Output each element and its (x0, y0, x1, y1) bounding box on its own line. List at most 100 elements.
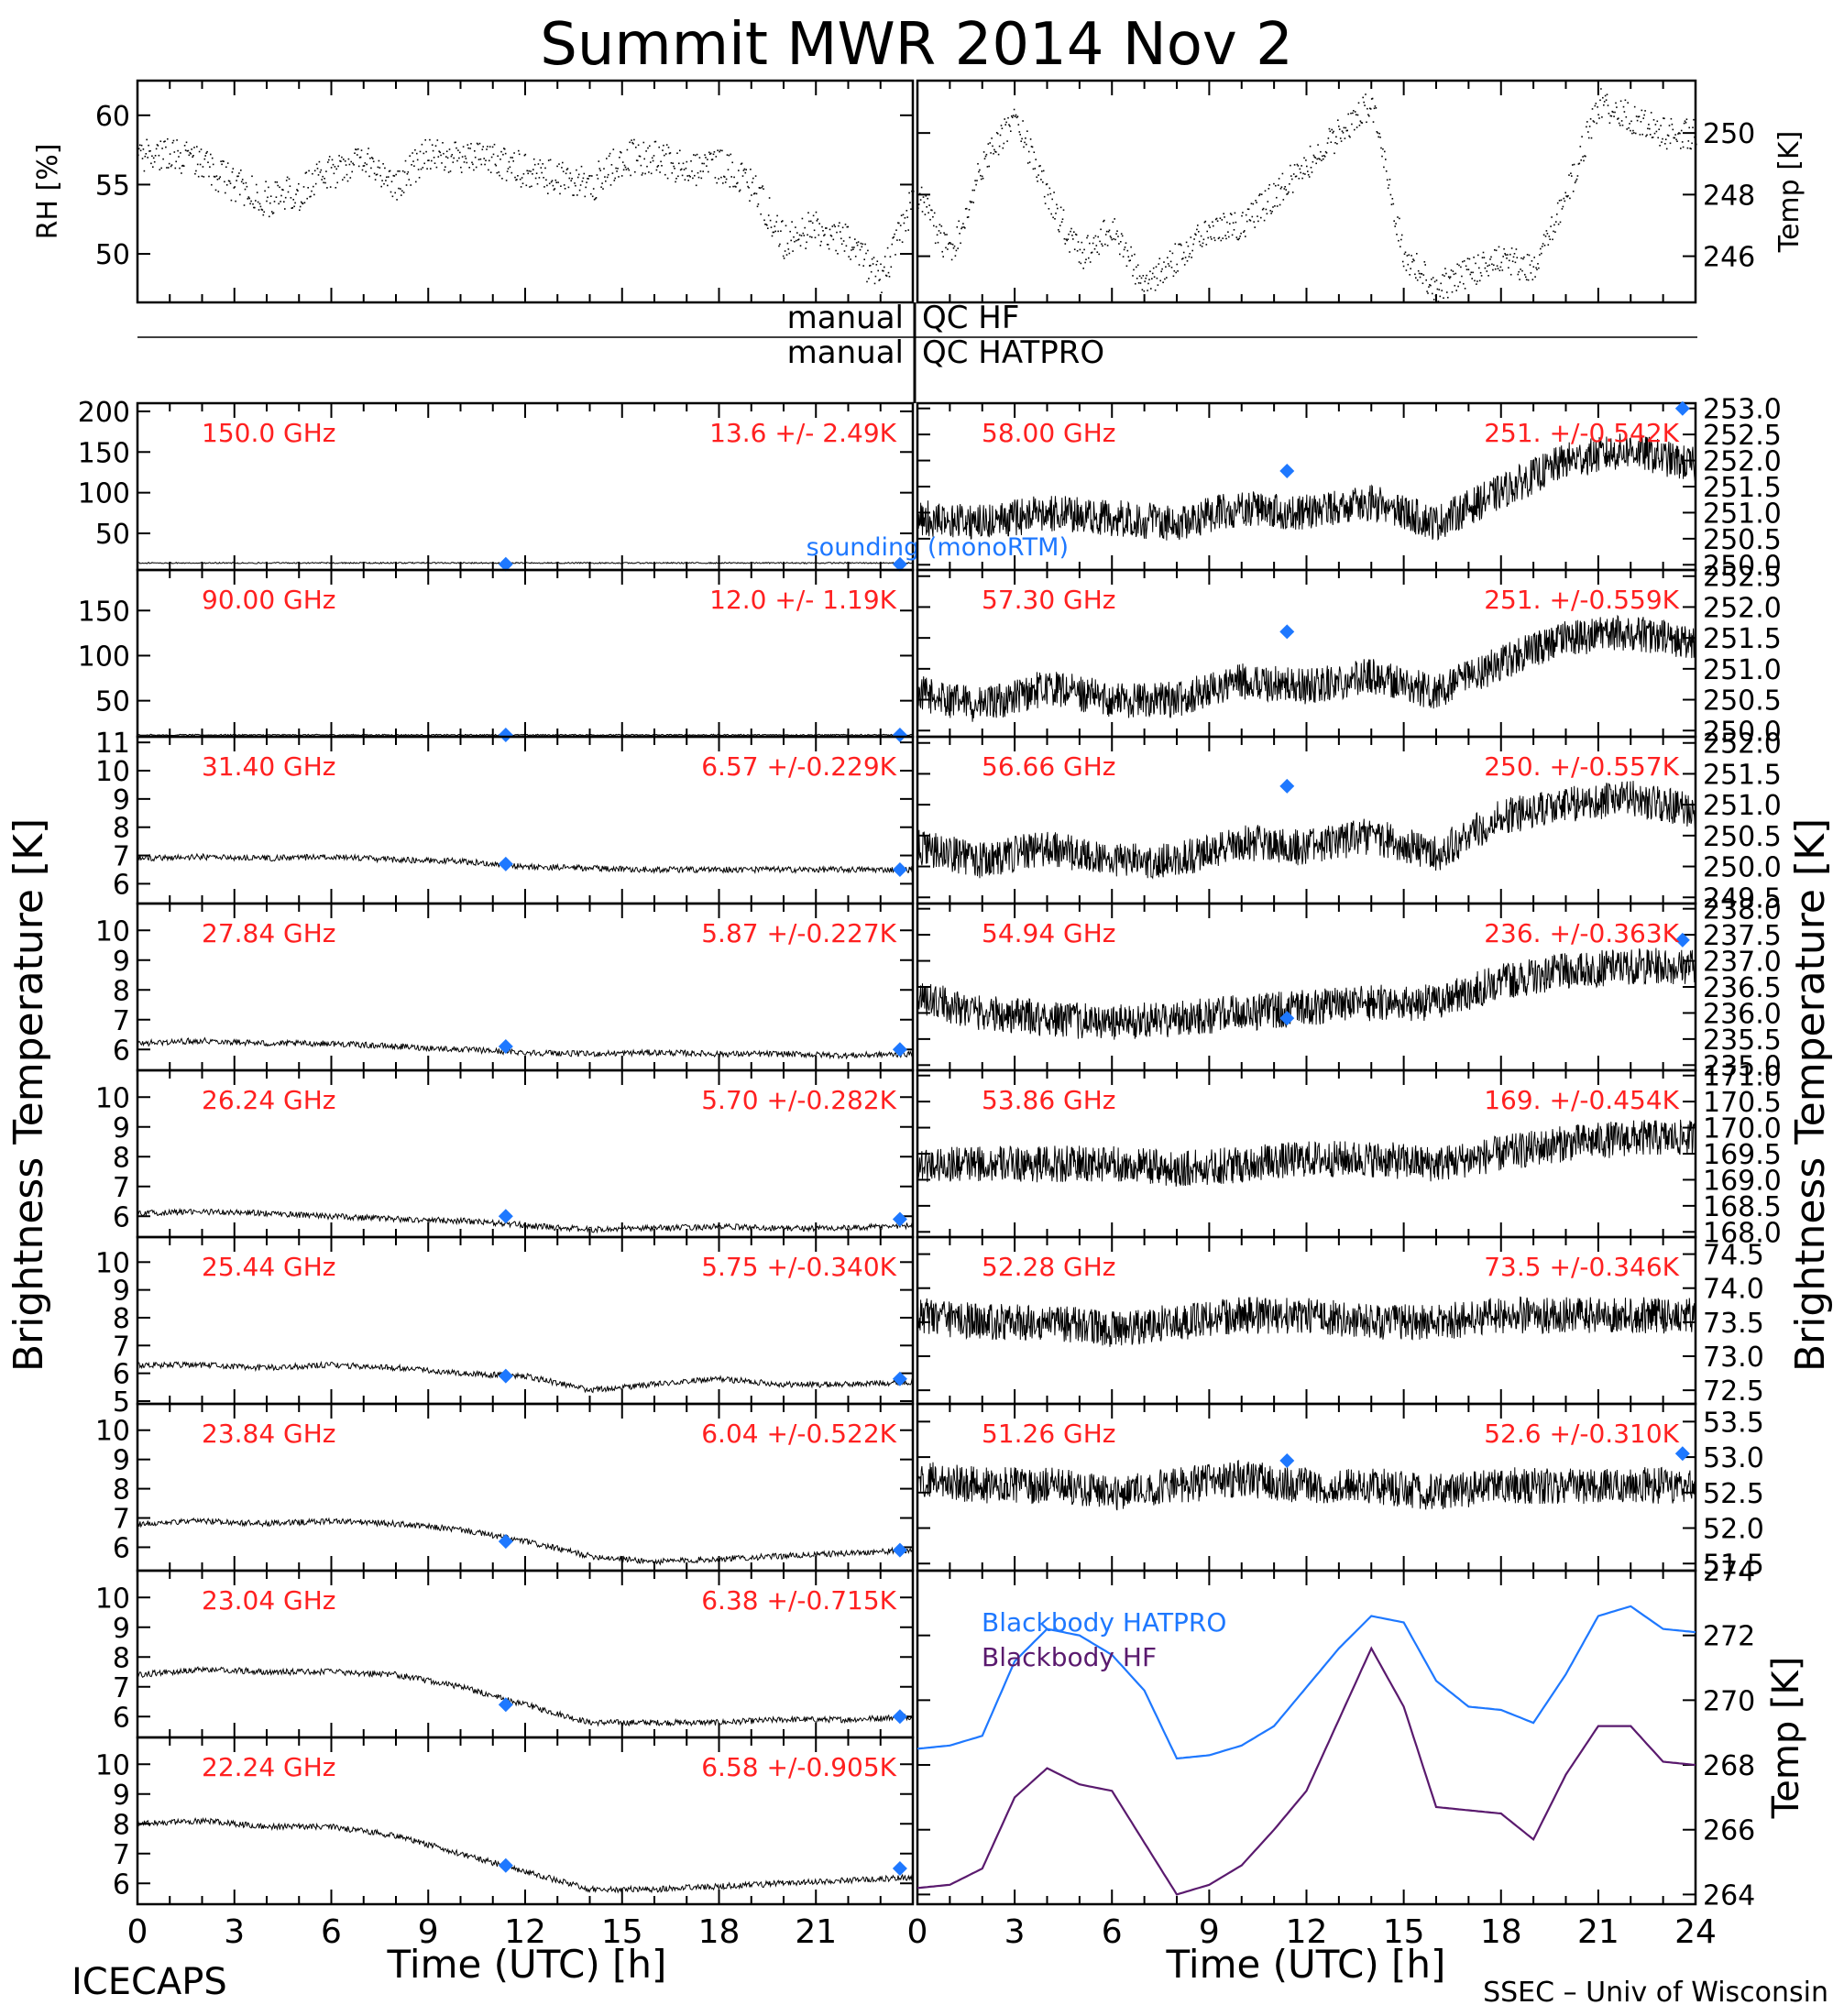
surface-rh-ylabel: RH [%] (32, 144, 64, 240)
surface-rh-point (149, 149, 151, 152)
surface-rh-point (727, 169, 730, 170)
surface-rh-point (433, 157, 435, 159)
right-panel-6-ytick-label: 51.5 (1703, 1549, 1764, 1581)
right-panel-4-frequency-label: 53.86 GHz (982, 1085, 1116, 1115)
surface-rh-point (824, 234, 826, 236)
surface-rh-point (314, 182, 317, 185)
surface-temp-point (1170, 267, 1173, 268)
surface-temp-frame (916, 79, 1697, 304)
surface-rh-point (411, 164, 412, 166)
blackbody-line-1 (916, 1646, 1696, 1896)
surface-rh-point (284, 208, 286, 210)
surface-temp-point (1447, 276, 1450, 278)
left-panel-5-ytick-label: 10 (95, 1247, 130, 1279)
surface-rh-point (358, 157, 361, 159)
surface-rh-point (378, 159, 380, 162)
surface-temp-point (1649, 134, 1652, 136)
surface-temp-point (1179, 243, 1180, 246)
surface-rh-point (650, 161, 652, 163)
surface-rh-point (193, 147, 195, 148)
surface-rh-point (777, 230, 779, 233)
surface-rh-point (635, 159, 638, 161)
surface-rh-point (164, 140, 166, 142)
right-time-tick-label: 21 (1577, 1913, 1619, 1951)
right-panel-4-ytick-label: 171.0 (1703, 1061, 1782, 1093)
surface-rh-point (198, 150, 201, 153)
surface-rh-point (515, 179, 517, 181)
surface-rh-point (527, 172, 529, 175)
surface-rh-point (679, 169, 682, 171)
surface-rh-point (756, 205, 759, 208)
surface-rh-point (372, 158, 374, 159)
surface-temp-point (1330, 141, 1333, 143)
surface-temp-point (1439, 295, 1442, 298)
surface-temp-point (993, 148, 995, 151)
surface-temp-point (1311, 171, 1313, 173)
surface-temp-point (964, 227, 966, 229)
surface-rh-point (627, 168, 630, 170)
surface-temp-point (1391, 198, 1394, 200)
right-panel-6: 51.552.052.553.053.551.26 GHz 52.6 +/-0.3… (916, 1402, 1764, 1581)
surface-rh-point (494, 163, 497, 166)
surface-temp-point (1212, 221, 1213, 223)
left-panel-2-ytick-label: 11 (95, 728, 130, 760)
surface-rh-point (844, 224, 847, 225)
surface-rh-point (633, 138, 635, 141)
surface-rh-point (577, 173, 580, 176)
surface-temp-point (1107, 231, 1110, 233)
surface-rh-point (755, 192, 758, 195)
surface-rh-point (532, 158, 535, 160)
surface-temp-point (1389, 193, 1392, 196)
surface-rh-point (903, 222, 906, 225)
surface-rh-point (869, 265, 871, 267)
surface-rh-point (496, 171, 499, 174)
surface-temp-point (1455, 290, 1457, 291)
surface-temp-point (985, 153, 988, 156)
surface-rh-point (175, 160, 177, 163)
surface-temp-point (1149, 270, 1151, 272)
surface-temp-point (1494, 268, 1497, 270)
surface-temp-point (1190, 236, 1192, 238)
surface-temp-point (1302, 172, 1304, 175)
surface-temp-point (1305, 159, 1307, 161)
surface-rh-point (261, 209, 264, 211)
surface-rh-point (562, 161, 564, 164)
left-panel-6-frequency-label: 23.84 GHz (202, 1419, 336, 1449)
surface-temp-point (1441, 290, 1443, 291)
surface-temp-point (1687, 140, 1690, 142)
surface-rh-point (775, 221, 777, 223)
surface-rh-point (418, 177, 421, 179)
surface-temp-point (1030, 146, 1033, 148)
surface-temp-point (1692, 126, 1694, 128)
surface-rh-frame (136, 79, 915, 304)
surface-rh-point (854, 238, 856, 240)
right-panel-1-sounding-point (1279, 624, 1295, 640)
surface-rh-point (771, 235, 774, 237)
surface-rh-point (789, 230, 791, 233)
surface-rh-point (912, 203, 914, 205)
left-panel-4-ytick-label: 8 (113, 1142, 130, 1174)
surface-temp-point (1071, 235, 1073, 236)
surface-rh-point (564, 188, 566, 190)
surface-temp-point (1371, 97, 1374, 100)
surface-temp-point (1464, 288, 1466, 290)
surface-rh-point (518, 149, 520, 152)
surface-rh-point (708, 153, 711, 155)
surface-rh-point (758, 187, 761, 189)
surface-temp-point (1269, 210, 1271, 212)
surface-temp-point (1571, 175, 1573, 177)
surface-rh-point (735, 186, 737, 188)
surface-rh-point (249, 203, 251, 205)
surface-temp-point (1581, 136, 1583, 137)
surface-temp-point (981, 175, 983, 178)
left-panel-0-series (137, 561, 914, 564)
surface-rh-point (401, 194, 402, 196)
qc-hf-right: QC HF (922, 300, 1019, 336)
surface-rh-point (870, 270, 873, 273)
surface-rh-point (873, 282, 876, 285)
surface-temp-point (1333, 130, 1334, 133)
surface-rh-point (346, 180, 349, 182)
right-panel-5: 72.573.073.574.074.552.28 GHz 73.5 +/-0.3… (916, 1235, 1764, 1408)
surface-temp-point (1665, 148, 1668, 150)
surface-temp-point (1414, 273, 1416, 276)
